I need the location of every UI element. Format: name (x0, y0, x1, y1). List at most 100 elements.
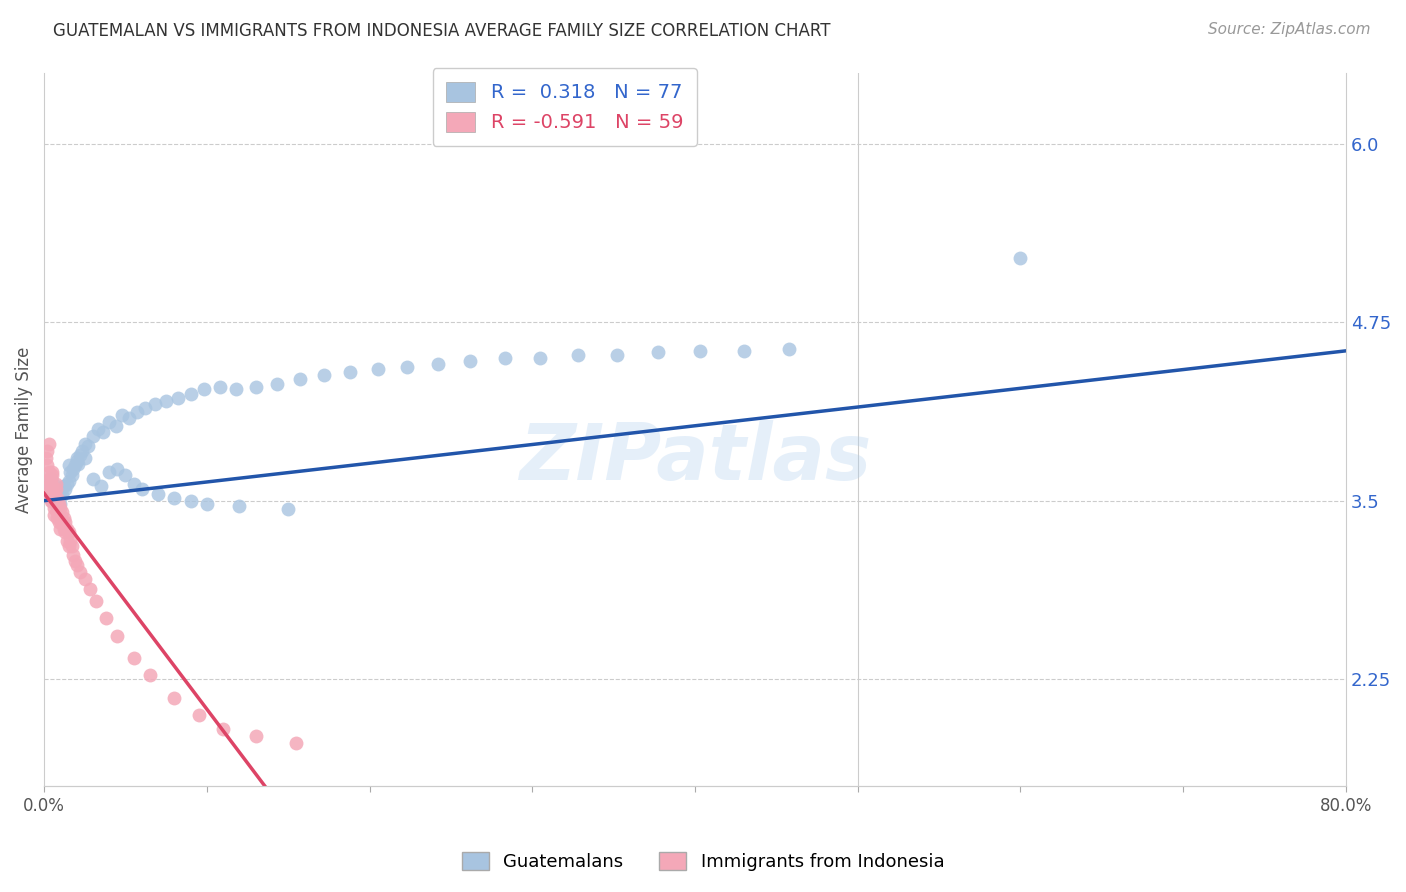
Point (143, 397, 166, 411)
Point (56, 476, 79, 491)
Point (180, 386, 202, 401)
Point (67, 457, 90, 471)
Point (98, 465, 121, 479)
Point (69, 448, 91, 462)
Point (49, 522, 72, 536)
Point (460, 354, 482, 368)
Point (494, 351, 516, 365)
Point (146, 486, 169, 500)
Point (37, 486, 59, 500)
Y-axis label: Average Family Size: Average Family Size (15, 346, 32, 513)
Point (48, 508, 70, 522)
Point (77, 440, 100, 454)
Point (37, 443, 59, 458)
Point (187, 707, 209, 722)
Point (66, 450, 89, 465)
Point (104, 419, 127, 434)
Point (166, 391, 188, 405)
Point (79, 582, 101, 597)
Point (87, 422, 110, 436)
Point (105, 629, 128, 643)
Point (46, 511, 69, 525)
Point (647, 345, 669, 359)
Point (41, 493, 63, 508)
Legend: Guatemalans, Immigrants from Indonesia: Guatemalans, Immigrants from Indonesia (454, 845, 952, 879)
Point (52, 522, 75, 536)
Point (163, 690, 186, 705)
Point (39, 479, 62, 493)
Point (53, 525, 76, 540)
Point (38, 479, 60, 493)
Point (66, 454, 89, 468)
Point (114, 468, 136, 483)
Point (288, 372, 311, 386)
Point (56, 533, 79, 548)
Point (66, 558, 89, 572)
Point (38, 436, 60, 450)
Point (44, 479, 66, 493)
Point (49, 511, 72, 525)
Point (63, 554, 86, 568)
Point (52, 511, 75, 525)
Point (105, 462, 128, 476)
Point (155, 393, 177, 408)
Point (277, 502, 299, 516)
Point (39, 486, 62, 500)
Text: ZIPatlas: ZIPatlas (519, 420, 872, 496)
Point (48, 497, 70, 511)
Point (60, 540, 83, 554)
Point (733, 343, 755, 358)
Point (62, 462, 84, 476)
Point (73, 436, 96, 450)
Point (395, 359, 418, 374)
Point (37, 458, 59, 472)
Point (245, 379, 267, 393)
Point (41, 465, 63, 479)
Point (39, 472, 62, 486)
Point (38, 472, 60, 486)
Point (529, 351, 551, 365)
Point (228, 500, 250, 514)
Point (111, 408, 134, 422)
Point (69, 565, 91, 579)
Point (44, 497, 66, 511)
Legend: R =  0.318   N = 77, R = -0.591   N = 59: R = 0.318 N = 77, R = -0.591 N = 59 (433, 68, 697, 146)
Point (208, 379, 231, 393)
Point (312, 368, 335, 383)
Point (212, 722, 235, 736)
Point (59, 533, 82, 548)
Point (73, 572, 96, 586)
Point (51, 515, 73, 529)
Text: Source: ZipAtlas.com: Source: ZipAtlas.com (1208, 22, 1371, 37)
Point (122, 650, 145, 665)
Point (42, 508, 65, 522)
Point (49, 497, 72, 511)
Point (44, 483, 66, 497)
Point (118, 411, 141, 425)
Point (56, 522, 79, 536)
Point (49, 485, 72, 500)
Point (70, 443, 93, 458)
Point (46, 493, 69, 508)
Point (44, 476, 66, 491)
Point (195, 497, 218, 511)
Point (131, 483, 153, 497)
Point (60, 468, 83, 483)
Point (339, 365, 361, 379)
Point (58, 540, 80, 554)
Point (225, 383, 247, 397)
Point (778, 343, 800, 357)
Point (193, 383, 215, 397)
Point (41, 479, 63, 493)
Point (42, 486, 65, 500)
Point (38, 465, 60, 479)
Point (46, 491, 69, 505)
Point (285, 736, 308, 750)
Point (82, 429, 104, 443)
Point (39, 493, 62, 508)
Point (62, 548, 84, 562)
Point (42, 491, 65, 505)
Point (266, 376, 288, 391)
Point (367, 362, 389, 376)
Point (125, 405, 148, 419)
